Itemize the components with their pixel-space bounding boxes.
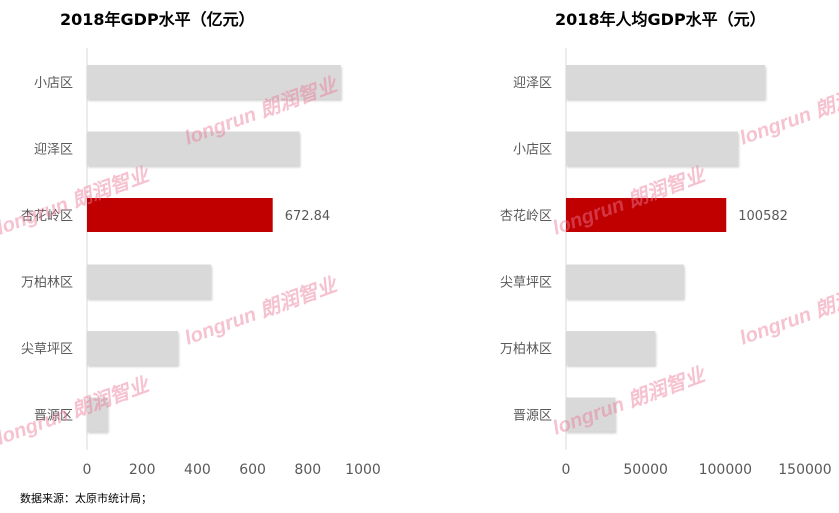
per-capita-category-label: 小店区 <box>513 143 552 158</box>
per-capita-bar <box>566 264 684 299</box>
gdp-bar <box>87 198 273 232</box>
per-capita-x-tick-label: 0 <box>562 462 571 478</box>
per-capita-category-label: 迎泽区 <box>513 76 552 91</box>
per-capita-bar <box>566 397 616 432</box>
data-source-note: 数据来源：太原市统计局； <box>20 492 152 505</box>
per-capita-gdp-chart: 2018年人均GDP水平（元） 迎泽区小店区杏花岭区 100582 尖草坪区万柏林区… <box>420 0 839 490</box>
gdp-x-tick-label: 400 <box>184 462 211 478</box>
per-capita-bar <box>566 331 656 365</box>
per-capita-data-label: 100582 <box>738 209 788 224</box>
gdp-x-tick-label: 0 <box>83 462 92 478</box>
gdp-x-tick-label: 600 <box>239 462 266 478</box>
gdp-bar <box>87 397 108 432</box>
per-capita-x-tick-label: 50000 <box>623 462 668 478</box>
chart-title-per-capita-gdp: 2018年人均GDP水平（元） <box>555 10 766 29</box>
per-capita-bar <box>566 198 727 232</box>
gdp-category-label: 迎泽区 <box>34 143 73 158</box>
gdp-category-label: 万柏林区 <box>21 276 73 291</box>
gdp-chart: 2018年GDP水平（亿元） 小店区迎泽区杏花岭区 672.84 万柏林区尖草坪区晋… <box>0 0 420 490</box>
gdp-category-label: 杏花岭区 <box>21 208 73 224</box>
gdp-category-label: 小店区 <box>34 76 73 91</box>
gdp-bar <box>87 331 179 365</box>
gdp-category-label: 尖草坪区 <box>21 342 73 357</box>
gdp-category-label: 晋源区 <box>34 409 73 424</box>
gdp-x-tick-label: 800 <box>294 462 321 478</box>
per-capita-bar <box>566 65 766 99</box>
gdp-bar <box>87 65 341 99</box>
chart-title-gdp: 2018年GDP水平（亿元） <box>60 10 255 29</box>
per-capita-category-label: 晋源区 <box>513 409 552 424</box>
per-capita-category-label: 万柏林区 <box>500 342 552 357</box>
per-capita-bar <box>566 131 739 166</box>
per-capita-x-tick-label: 100000 <box>699 462 752 478</box>
per-capita-category-label: 尖草坪区 <box>500 276 552 291</box>
gdp-data-label: 672.84 <box>285 209 331 224</box>
gdp-x-tick-label: 200 <box>129 462 156 478</box>
per-capita-category-label: 杏花岭区 <box>500 208 552 224</box>
gdp-bar <box>87 131 300 166</box>
gdp-bar <box>87 264 212 299</box>
gdp-x-tick-label: 1000 <box>345 462 381 478</box>
per-capita-x-tick-label: 150000 <box>778 462 831 478</box>
